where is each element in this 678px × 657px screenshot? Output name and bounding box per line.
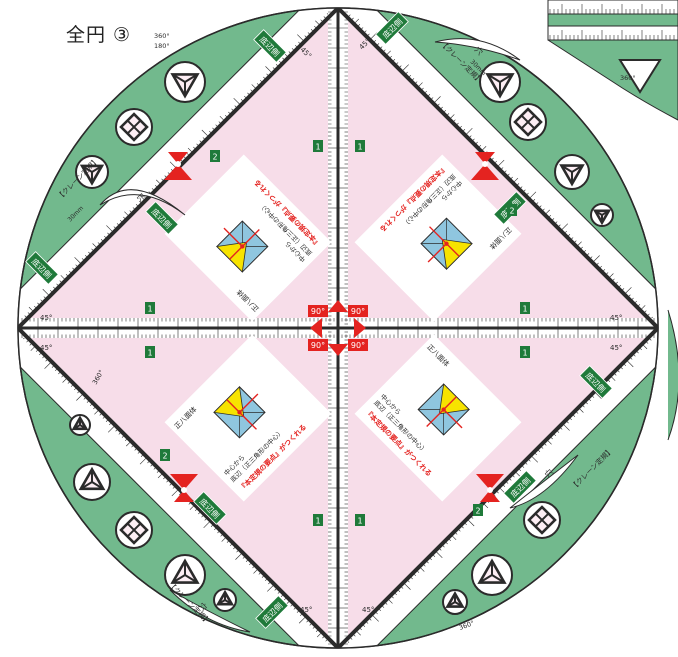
angle-label: 90° <box>311 341 325 350</box>
index-badge: 2 <box>160 449 170 461</box>
page-title: 全円 ③ <box>66 24 132 46</box>
angle-label: 90° <box>351 341 365 350</box>
triangle-symbol-icon <box>73 463 111 501</box>
triangle-symbol-icon <box>479 61 521 103</box>
index-badge: 1 <box>313 140 323 152</box>
index-badge: 1 <box>520 302 530 314</box>
square-symbol-icon <box>509 103 547 141</box>
index-badge: 1 <box>355 514 365 526</box>
svg-text:1: 1 <box>315 517 320 526</box>
angle-label: 90° <box>351 307 365 316</box>
triangle-symbol-icon <box>554 154 590 190</box>
angle-label: 45° <box>362 606 374 614</box>
red-arrow-marker <box>476 474 504 502</box>
svg-text:2: 2 <box>509 207 514 216</box>
adjacent-triangle-icon <box>618 59 662 94</box>
angle-label: 45° <box>610 344 622 352</box>
center-marker: 90° 90° 90° 90° <box>308 300 368 356</box>
svg-text:2: 2 <box>475 507 480 516</box>
triangle-symbol-icon <box>164 61 206 103</box>
svg-text:1: 1 <box>522 349 527 358</box>
svg-text:1: 1 <box>357 517 362 526</box>
triangle-symbol-icon <box>164 554 206 596</box>
angle-label: 45° <box>610 314 622 322</box>
index-badge: 1 <box>313 514 323 526</box>
crescent-holes <box>99 38 579 633</box>
triangle-symbol-icon <box>75 155 109 189</box>
triangle-symbol-icon <box>590 203 614 227</box>
adjacent-ruler-piece <box>547 0 678 441</box>
square-symbol-icon <box>115 108 153 146</box>
triangle-symbol-icon <box>69 414 91 436</box>
svg-text:1: 1 <box>522 305 527 314</box>
svg-text:2: 2 <box>162 452 167 461</box>
angle-label: 45° <box>300 606 312 614</box>
protractor-label: 360° <box>154 32 170 40</box>
protractor-label: 360° <box>620 74 636 82</box>
svg-text:1: 1 <box>357 143 362 152</box>
index-badge: 1 <box>145 302 155 314</box>
red-arrow-marker <box>164 152 192 180</box>
index-badge: 1 <box>355 140 365 152</box>
triangle-symbol-icon <box>442 589 468 615</box>
svg-text:2: 2 <box>212 153 217 162</box>
triangle-symbol-icon <box>213 588 237 612</box>
index-badge: 2 <box>210 150 220 162</box>
svg-text:1: 1 <box>147 349 152 358</box>
index-badge: 1 <box>520 346 530 358</box>
index-badge: 2 <box>507 204 517 216</box>
angle-label: 45° <box>40 314 52 322</box>
square-symbol-icon <box>523 501 561 539</box>
protractor-label: 180° <box>154 42 170 50</box>
red-arrow-marker <box>471 152 499 180</box>
index-badge: 1 <box>145 346 155 358</box>
svg-text:1: 1 <box>147 305 152 314</box>
red-arrow-marker <box>170 474 198 502</box>
svg-text:1: 1 <box>315 143 320 152</box>
index-badge: 2 <box>473 504 483 516</box>
triangle-symbol-icon <box>471 554 513 596</box>
angle-label: 45° <box>40 344 52 352</box>
angle-label: 90° <box>311 307 325 316</box>
square-symbol-icon <box>115 511 153 549</box>
